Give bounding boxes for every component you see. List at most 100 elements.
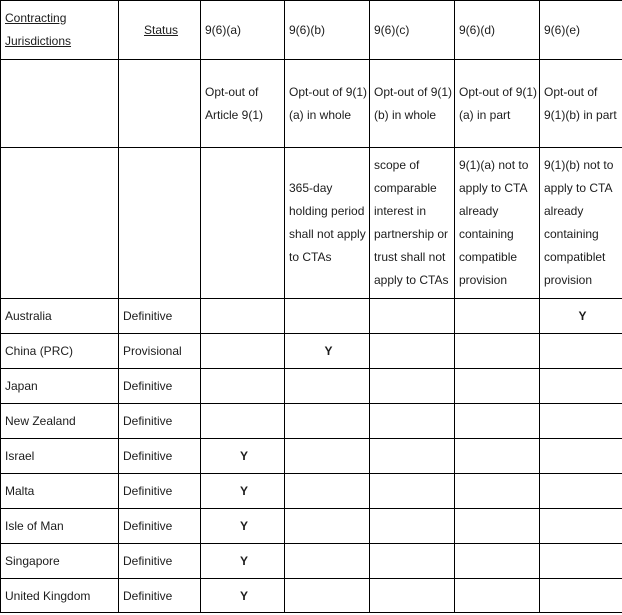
mark-cell-e (539, 403, 622, 439)
mark-cell-a (200, 298, 285, 334)
table-row-australia: Australia Definitive Y (0, 298, 622, 334)
jurisdiction-cell: Japan (0, 368, 119, 404)
table-row-malta: Malta Definitive Y (0, 473, 622, 509)
detail-9-6-b: 365-day holding period shall not apply t… (284, 147, 370, 299)
mark-cell-b (284, 543, 370, 579)
mark-cell-c (369, 508, 455, 544)
mark-cell-a: Y (200, 473, 285, 509)
header-col-9-6-a: 9(6)(a) (200, 0, 285, 60)
jurisdiction-cell: Israel (0, 438, 119, 474)
mark-cell-e (539, 473, 622, 509)
empty-cell (0, 59, 119, 148)
mark-cell-d (454, 508, 540, 544)
mark-cell-b (284, 578, 370, 613)
mark-cell-d (454, 473, 540, 509)
status-cell: Definitive (118, 368, 201, 404)
status-cell: Definitive (118, 298, 201, 334)
optout-9-6-b: Opt-out of 9(1)(a) in whole (284, 59, 370, 148)
mark-cell-d (454, 403, 540, 439)
mark-cell-b (284, 438, 370, 474)
mark-cell-e (539, 543, 622, 579)
empty-cell (118, 147, 201, 299)
jurisdiction-cell: Malta (0, 473, 119, 509)
status-cell: Definitive (118, 438, 201, 474)
detail-9-6-c: scope of comparable interest in partners… (369, 147, 455, 299)
optout-detail-row: 365-day holding period shall not apply t… (0, 147, 622, 299)
mark-cell-a (200, 403, 285, 439)
mark-cell-e (539, 508, 622, 544)
table-row-new-zealand: New Zealand Definitive (0, 403, 622, 439)
mark-cell-a: Y (200, 508, 285, 544)
header-jurisdictions-label: Contracting Jurisdictions (5, 11, 72, 48)
mark-cell-c (369, 403, 455, 439)
mark-cell-c (369, 368, 455, 404)
jurisdiction-cell: United Kingdom (0, 578, 119, 613)
mark-cell-d (454, 333, 540, 369)
jurisdiction-cell: Singapore (0, 543, 119, 579)
detail-9-6-e: 9(1)(b) not to apply to CTA already cont… (539, 147, 622, 299)
detail-9-6-d: 9(1)(a) not to apply to CTA already cont… (454, 147, 540, 299)
optout-9-6-e: Opt-out of 9(1)(b) in part (539, 59, 622, 148)
mark-cell-d (454, 368, 540, 404)
mark-cell-e (539, 333, 622, 369)
mark-cell-c (369, 578, 455, 613)
mark-cell-a (200, 368, 285, 404)
mark-cell-e (539, 368, 622, 404)
mark-cell-b (284, 298, 370, 334)
jurisdiction-cell: China (PRC) (0, 333, 119, 369)
table-row-isle-of-man: Isle of Man Definitive Y (0, 508, 622, 544)
status-cell: Provisional (118, 333, 201, 369)
header-col-9-6-b: 9(6)(b) (284, 0, 370, 60)
mark-cell-b (284, 368, 370, 404)
header-jurisdictions-cell: Contracting Jurisdictions (0, 0, 119, 60)
header-col-9-6-d: 9(6)(d) (454, 0, 540, 60)
status-cell: Definitive (118, 473, 201, 509)
mark-cell-b (284, 473, 370, 509)
mark-cell-a: Y (200, 578, 285, 613)
mark-cell-c (369, 473, 455, 509)
table-row-china-prc: China (PRC) Provisional Y (0, 333, 622, 369)
header-status-cell: Status (118, 0, 201, 60)
mark-cell-d (454, 578, 540, 613)
jurisdiction-cell: Isle of Man (0, 508, 119, 544)
table-row-japan: Japan Definitive (0, 368, 622, 404)
status-cell: Definitive (118, 508, 201, 544)
mark-cell-a: Y (200, 543, 285, 579)
mark-cell-c (369, 298, 455, 334)
table-row-israel: Israel Definitive Y (0, 438, 622, 474)
mark-cell-e (539, 578, 622, 613)
mark-cell-c (369, 333, 455, 369)
header-col-9-6-c: 9(6)(c) (369, 0, 455, 60)
jurisdiction-cell: New Zealand (0, 403, 119, 439)
optout-9-6-d: Opt-out of 9(1)(a) in part (454, 59, 540, 148)
header-status-label: Status (143, 22, 179, 37)
mark-cell-e (539, 438, 622, 474)
table-row-singapore: Singapore Definitive Y (0, 543, 622, 579)
mark-cell-c (369, 543, 455, 579)
empty-cell (118, 59, 201, 148)
mark-cell-a (200, 333, 285, 369)
mark-cell-c (369, 438, 455, 474)
mark-cell-d (454, 543, 540, 579)
table-row-united-kingdom: United Kingdom Definitive Y (0, 578, 622, 613)
status-cell: Definitive (118, 543, 201, 579)
mark-cell-d (454, 298, 540, 334)
status-cell: Definitive (118, 403, 201, 439)
mark-cell-b: Y (284, 333, 370, 369)
optout-9-6-a: Opt-out of Article 9(1) (200, 59, 285, 148)
optout-summary-row: Opt-out of Article 9(1) Opt-out of 9(1)(… (0, 59, 622, 148)
header-col-9-6-e: 9(6)(e) (539, 0, 622, 60)
mark-cell-a: Y (200, 438, 285, 474)
mark-cell-b (284, 508, 370, 544)
mark-cell-b (284, 403, 370, 439)
mark-cell-e: Y (539, 298, 622, 334)
detail-9-6-a (200, 147, 285, 299)
status-cell: Definitive (118, 578, 201, 613)
optout-9-6-c: Opt-out of 9(1)(b) in whole (369, 59, 455, 148)
empty-cell (0, 147, 119, 299)
mark-cell-d (454, 438, 540, 474)
jurisdiction-cell: Australia (0, 298, 119, 334)
header-row: Contracting Jurisdictions Status 9(6)(a)… (0, 0, 622, 60)
